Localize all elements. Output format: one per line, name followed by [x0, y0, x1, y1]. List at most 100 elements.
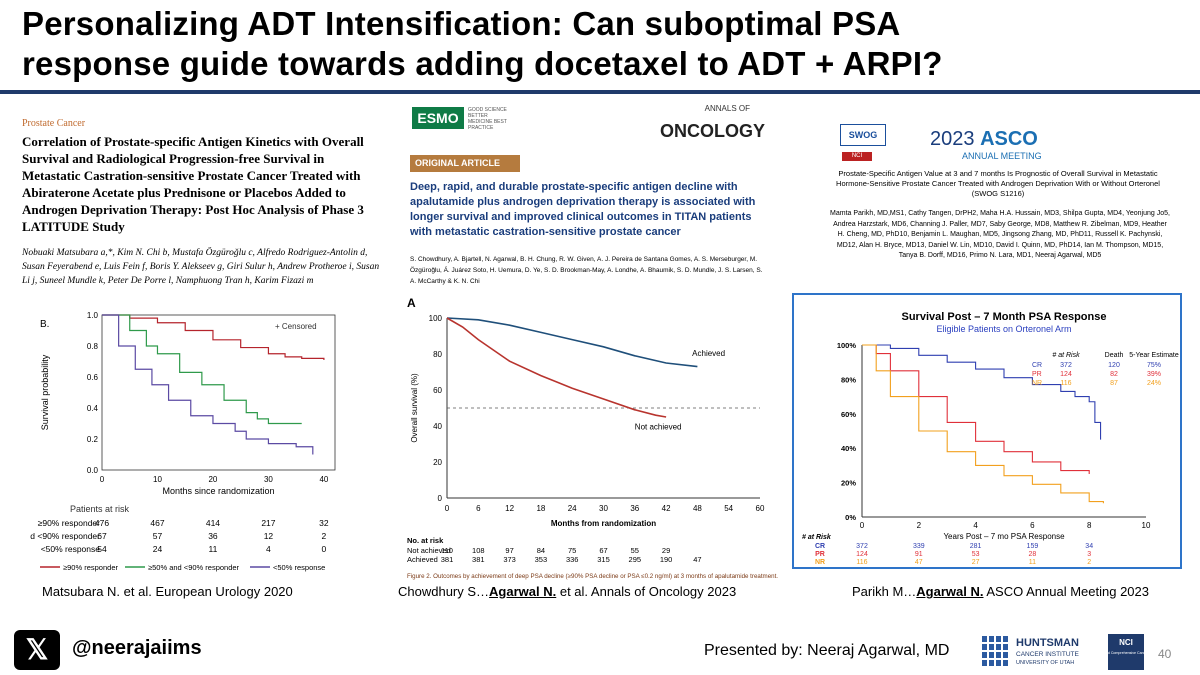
x-tick-label: 4	[973, 521, 978, 530]
x-tick-label: 20	[208, 475, 217, 484]
logo-nci-box	[1108, 634, 1144, 670]
y-tick-label: 100	[429, 314, 443, 323]
swog-logo: SWOG	[840, 124, 886, 146]
risk-value: 2	[322, 531, 327, 541]
table-header: # at Risk	[1052, 352, 1080, 359]
logo-mark-cell	[996, 636, 1001, 642]
risk-value: 57	[153, 531, 163, 541]
logo-mark-cell	[996, 652, 1001, 658]
risk-value: 67	[599, 546, 607, 555]
risk-value: 108	[472, 546, 485, 555]
table-value: 39%	[1147, 371, 1161, 378]
x-logo-icon[interactable]: 𝕏	[14, 630, 60, 670]
caption-pre: Chowdhury S…	[398, 584, 490, 599]
risk-value: 75	[568, 546, 576, 555]
y-tick-label: 80%	[841, 375, 856, 384]
km-subtitle: Eligible Patients on Orteronel Arm	[936, 324, 1071, 334]
risk-value: 217	[261, 518, 275, 528]
risk-value: 110	[441, 546, 453, 555]
risk-value: 29	[662, 546, 670, 555]
risk-value: 3	[1087, 551, 1091, 558]
risk-value: 55	[631, 546, 639, 555]
risk-value: 373	[503, 555, 516, 564]
y-tick-label: 0.4	[87, 404, 99, 413]
x-tick-label: 36	[630, 504, 639, 513]
table-group: CR	[1032, 362, 1042, 369]
legend-censored: + Censored	[275, 322, 317, 331]
logo-mark-cell	[982, 660, 987, 666]
asco-name: ASCO	[980, 128, 1038, 150]
km-line-1	[102, 314, 302, 425]
y-tick-label: 0.6	[87, 373, 99, 382]
y-axis-label: Overall survival (%)	[410, 373, 419, 443]
title-divider	[0, 90, 1200, 94]
logo-nci: NCI	[1119, 638, 1133, 647]
x-tick-label: 18	[536, 504, 545, 513]
risk-value: 315	[597, 555, 610, 564]
logo-mark-cell	[1003, 636, 1008, 642]
risk-value: 47	[915, 559, 923, 566]
logo-mark-cell	[982, 636, 987, 642]
logo-mark-cell	[1003, 644, 1008, 650]
asco-year: 2023	[930, 128, 975, 150]
risk-value: 381	[441, 555, 454, 564]
y-tick-label: 40%	[841, 444, 856, 453]
x-tick-label: 8	[1087, 521, 1092, 530]
paper-title: Correlation of Prostate-specific Antigen…	[22, 134, 364, 234]
risk-value: 4	[266, 544, 271, 554]
x-tick-label: 0	[445, 504, 450, 513]
x-tick-label: 6	[1030, 521, 1035, 530]
logo-mark-cell	[982, 644, 987, 650]
risk-row-label: Achieved	[407, 555, 438, 564]
esmo-logo: ESMO	[412, 107, 464, 129]
x-tick-label: 0	[860, 521, 865, 530]
risk-value: 97	[505, 546, 513, 555]
abstract-authors: Mamta Parikh, MD,MS1, Cathy Tangen, DrPH…	[830, 210, 1170, 259]
risk-value: 54	[97, 544, 107, 554]
table-value: 87	[1110, 380, 1118, 387]
risk-value: 47	[693, 555, 701, 564]
logo-mark-cell	[1003, 652, 1008, 658]
table-value: 120	[1108, 362, 1120, 369]
x-tick-label: 10	[153, 475, 162, 484]
caption-pre: Parikh M…	[852, 584, 917, 599]
risk-value: 24	[153, 544, 163, 554]
risk-value: 281	[970, 543, 982, 550]
y-tick-label: 0%	[845, 513, 856, 522]
panel-label: A	[407, 296, 416, 310]
asco-logo: 2023 ASCO	[930, 128, 1038, 151]
y-tick-label: 20	[433, 458, 442, 467]
caption-post: ASCO Annual Meeting 2023	[983, 584, 1149, 599]
y-tick-label: 80	[433, 350, 442, 359]
risk-value: 32	[319, 518, 329, 528]
risk-value: 295	[629, 555, 642, 564]
risk-value: 67	[97, 531, 107, 541]
abstract-title: Prostate-Specific Antigen Value at 3 and…	[836, 169, 1160, 198]
y-tick-label: 60	[433, 386, 442, 395]
risk-value: 381	[472, 555, 485, 564]
x-axis-label: Months since randomization	[162, 486, 274, 496]
label-achieved: Achieved	[692, 349, 725, 358]
risk-value: 36	[208, 531, 218, 541]
x-tick-label: 48	[693, 504, 702, 513]
label-not-achieved: Not achieved	[635, 423, 682, 432]
risk-value: 27	[972, 559, 980, 566]
y-axis-label: Survival probability	[40, 354, 50, 430]
table-value: 82	[1110, 371, 1118, 378]
x-tick-label: 12	[505, 504, 514, 513]
x-tick-label: 60	[756, 504, 765, 513]
y-tick-label: 0.8	[87, 342, 99, 351]
legend-label: ≥50% and <90% responder	[148, 563, 240, 572]
km-line-0	[102, 314, 325, 360]
table-group: NR	[1032, 380, 1042, 387]
social-handle[interactable]: @neerajaiims	[72, 637, 202, 659]
risk-value: 353	[535, 555, 548, 564]
y-tick-label: 20%	[841, 479, 856, 488]
risk-row-label: <50% response	[41, 544, 101, 554]
logo-mark-cell	[982, 652, 987, 658]
logo-mark-cell	[989, 660, 994, 666]
caption-highlight: Agarwal N.	[916, 584, 984, 599]
x-tick-label: 6	[476, 504, 481, 513]
risk-value: 34	[1085, 543, 1093, 550]
risk-value: 84	[537, 546, 545, 555]
